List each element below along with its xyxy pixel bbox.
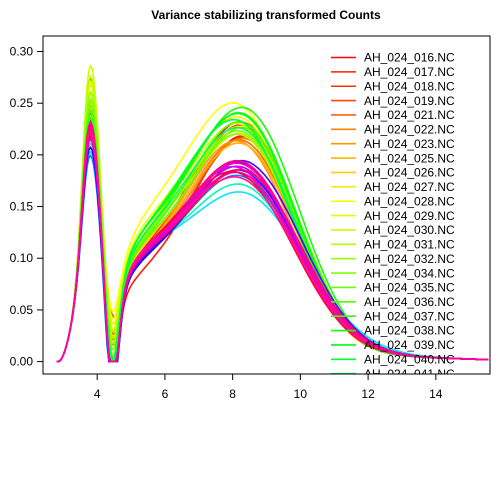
y-tick-label: 0.20 <box>10 148 34 162</box>
y-tick-label: 0.15 <box>10 200 34 214</box>
legend-label: AH_024_034.NC <box>364 266 455 280</box>
plot-frame <box>42 35 491 375</box>
legend-label: AH_024_016.NC <box>364 51 455 65</box>
chart-title: Variance stabilizing transformed Counts <box>151 8 381 22</box>
legend-label: AH_024_029.NC <box>364 209 455 223</box>
legend-label: AH_024_030.NC <box>364 223 455 237</box>
legend: AH_024_016.NCAH_024_017.NCAH_024_018.NCA… <box>331 51 455 381</box>
legend-label: AH_024_027.NC <box>364 180 455 194</box>
legend-label: AH_024_036.NC <box>364 295 455 309</box>
legend-label: AH_024_026.NC <box>364 166 455 180</box>
series-lines <box>56 64 489 363</box>
legend-label: AH_024_031.NC <box>364 238 455 252</box>
y-tick-label: 0.05 <box>10 303 34 317</box>
y-tick-label: 0.25 <box>10 96 34 110</box>
legend-label: AH_024_028.NC <box>364 194 455 208</box>
legend-label: AH_024_022.NC <box>364 123 455 137</box>
legend-label: AH_024_035.NC <box>364 281 455 295</box>
legend-label: AH_024_023.NC <box>364 137 455 151</box>
legend-label: AH_024_037.NC <box>364 309 455 323</box>
legend-label: AH_024_025.NC <box>364 151 455 165</box>
legend-label: AH_024_032.NC <box>364 252 455 266</box>
y-tick-label: 0.30 <box>10 45 34 59</box>
x-tick-label: 14 <box>429 387 443 401</box>
legend-label: AH_024_021.NC <box>364 108 455 122</box>
x-tick-label: 6 <box>162 387 169 401</box>
y-tick-label: 0.00 <box>10 355 34 369</box>
legend-label: AH_024_019.NC <box>364 94 455 108</box>
series-line-37 <box>56 137 489 363</box>
x-tick-label: 4 <box>94 387 101 401</box>
x-tick-label: 10 <box>294 387 308 401</box>
legend-label: AH_024_041.NC <box>364 367 455 381</box>
y-tick-label: 0.10 <box>10 251 34 265</box>
x-tick-label: 8 <box>229 387 236 401</box>
legend-label: AH_024_018.NC <box>364 79 455 93</box>
x-tick-label: 12 <box>361 387 375 401</box>
legend-label: AH_024_017.NC <box>364 65 455 79</box>
legend-label: AH_024_040.NC <box>364 352 455 366</box>
legend-label: AH_024_038.NC <box>364 324 455 338</box>
x-axis: 4 6 8 10 12 14 <box>94 374 443 401</box>
y-axis: 0.00 0.05 0.10 0.15 0.20 0.25 0.30 <box>10 45 43 369</box>
legend-label: AH_024_039.NC <box>364 338 455 352</box>
